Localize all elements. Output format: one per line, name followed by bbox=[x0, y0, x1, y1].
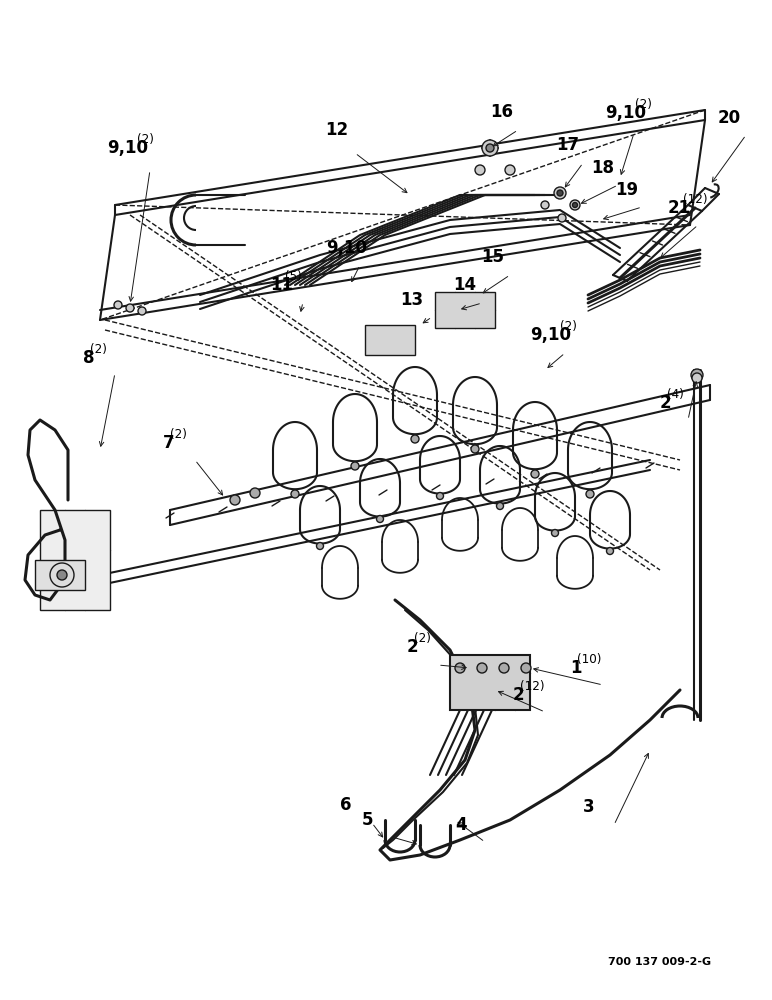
Text: 8: 8 bbox=[83, 349, 94, 367]
Text: 7: 7 bbox=[163, 434, 174, 452]
Circle shape bbox=[482, 140, 498, 156]
Text: 13: 13 bbox=[400, 291, 423, 309]
Circle shape bbox=[541, 201, 549, 209]
Circle shape bbox=[531, 470, 539, 478]
Circle shape bbox=[557, 190, 563, 196]
Circle shape bbox=[554, 187, 566, 199]
Text: (12): (12) bbox=[683, 193, 707, 206]
Text: (2): (2) bbox=[560, 320, 577, 333]
Circle shape bbox=[317, 542, 323, 550]
Text: 9,10: 9,10 bbox=[605, 104, 646, 122]
Circle shape bbox=[570, 200, 580, 210]
Bar bbox=[435, 292, 495, 328]
Circle shape bbox=[691, 369, 703, 381]
Text: 16: 16 bbox=[490, 103, 513, 121]
Text: 17: 17 bbox=[556, 136, 579, 154]
Circle shape bbox=[499, 663, 509, 673]
Circle shape bbox=[486, 144, 494, 152]
Text: 700 137 009-2-G: 700 137 009-2-G bbox=[608, 957, 712, 967]
Text: (2): (2) bbox=[635, 98, 652, 111]
Text: 15: 15 bbox=[481, 248, 504, 266]
Circle shape bbox=[455, 663, 465, 673]
Circle shape bbox=[291, 490, 299, 498]
Circle shape bbox=[573, 202, 577, 208]
Circle shape bbox=[471, 445, 479, 453]
Text: 14: 14 bbox=[453, 276, 476, 294]
Text: (2): (2) bbox=[171, 428, 188, 441]
Circle shape bbox=[230, 495, 240, 505]
Text: 6: 6 bbox=[340, 796, 351, 814]
Circle shape bbox=[692, 373, 702, 383]
Text: 21: 21 bbox=[668, 199, 691, 217]
Circle shape bbox=[436, 492, 443, 499]
Circle shape bbox=[138, 307, 146, 315]
Circle shape bbox=[521, 663, 531, 673]
Circle shape bbox=[126, 304, 134, 312]
Text: (12): (12) bbox=[520, 680, 545, 693]
Text: 1: 1 bbox=[570, 659, 581, 677]
Circle shape bbox=[505, 165, 515, 175]
Text: 19: 19 bbox=[615, 181, 638, 199]
Text: 3: 3 bbox=[583, 798, 594, 816]
Text: 2: 2 bbox=[513, 686, 525, 704]
Text: 9,10: 9,10 bbox=[326, 239, 367, 257]
Bar bbox=[35, 560, 85, 590]
Text: 20: 20 bbox=[718, 109, 741, 127]
Text: 12: 12 bbox=[325, 121, 348, 139]
Circle shape bbox=[475, 165, 485, 175]
Circle shape bbox=[558, 214, 566, 222]
Text: (2): (2) bbox=[137, 133, 154, 146]
Circle shape bbox=[377, 516, 384, 522]
Text: 11: 11 bbox=[270, 276, 293, 294]
Text: 2: 2 bbox=[407, 638, 418, 656]
Text: (5): (5) bbox=[285, 270, 302, 283]
Circle shape bbox=[114, 301, 122, 309]
Text: 9,10: 9,10 bbox=[530, 326, 571, 344]
Circle shape bbox=[50, 563, 74, 587]
Circle shape bbox=[586, 490, 594, 498]
Circle shape bbox=[477, 663, 487, 673]
Circle shape bbox=[250, 488, 260, 498]
Circle shape bbox=[607, 548, 614, 554]
Bar bbox=[450, 655, 530, 710]
Circle shape bbox=[411, 435, 419, 443]
Circle shape bbox=[551, 530, 558, 536]
Text: (10): (10) bbox=[577, 653, 602, 666]
Text: (2): (2) bbox=[415, 632, 432, 645]
Bar bbox=[365, 325, 415, 355]
Text: 2: 2 bbox=[660, 394, 672, 412]
Text: 9,10: 9,10 bbox=[107, 139, 148, 157]
Circle shape bbox=[57, 570, 67, 580]
Text: 4: 4 bbox=[455, 816, 466, 834]
Circle shape bbox=[496, 502, 503, 510]
Circle shape bbox=[351, 462, 359, 470]
Text: (4): (4) bbox=[668, 388, 684, 401]
Text: 18: 18 bbox=[591, 159, 614, 177]
Bar bbox=[40, 510, 110, 610]
Text: 5: 5 bbox=[362, 811, 374, 829]
Text: (2): (2) bbox=[90, 343, 107, 356]
